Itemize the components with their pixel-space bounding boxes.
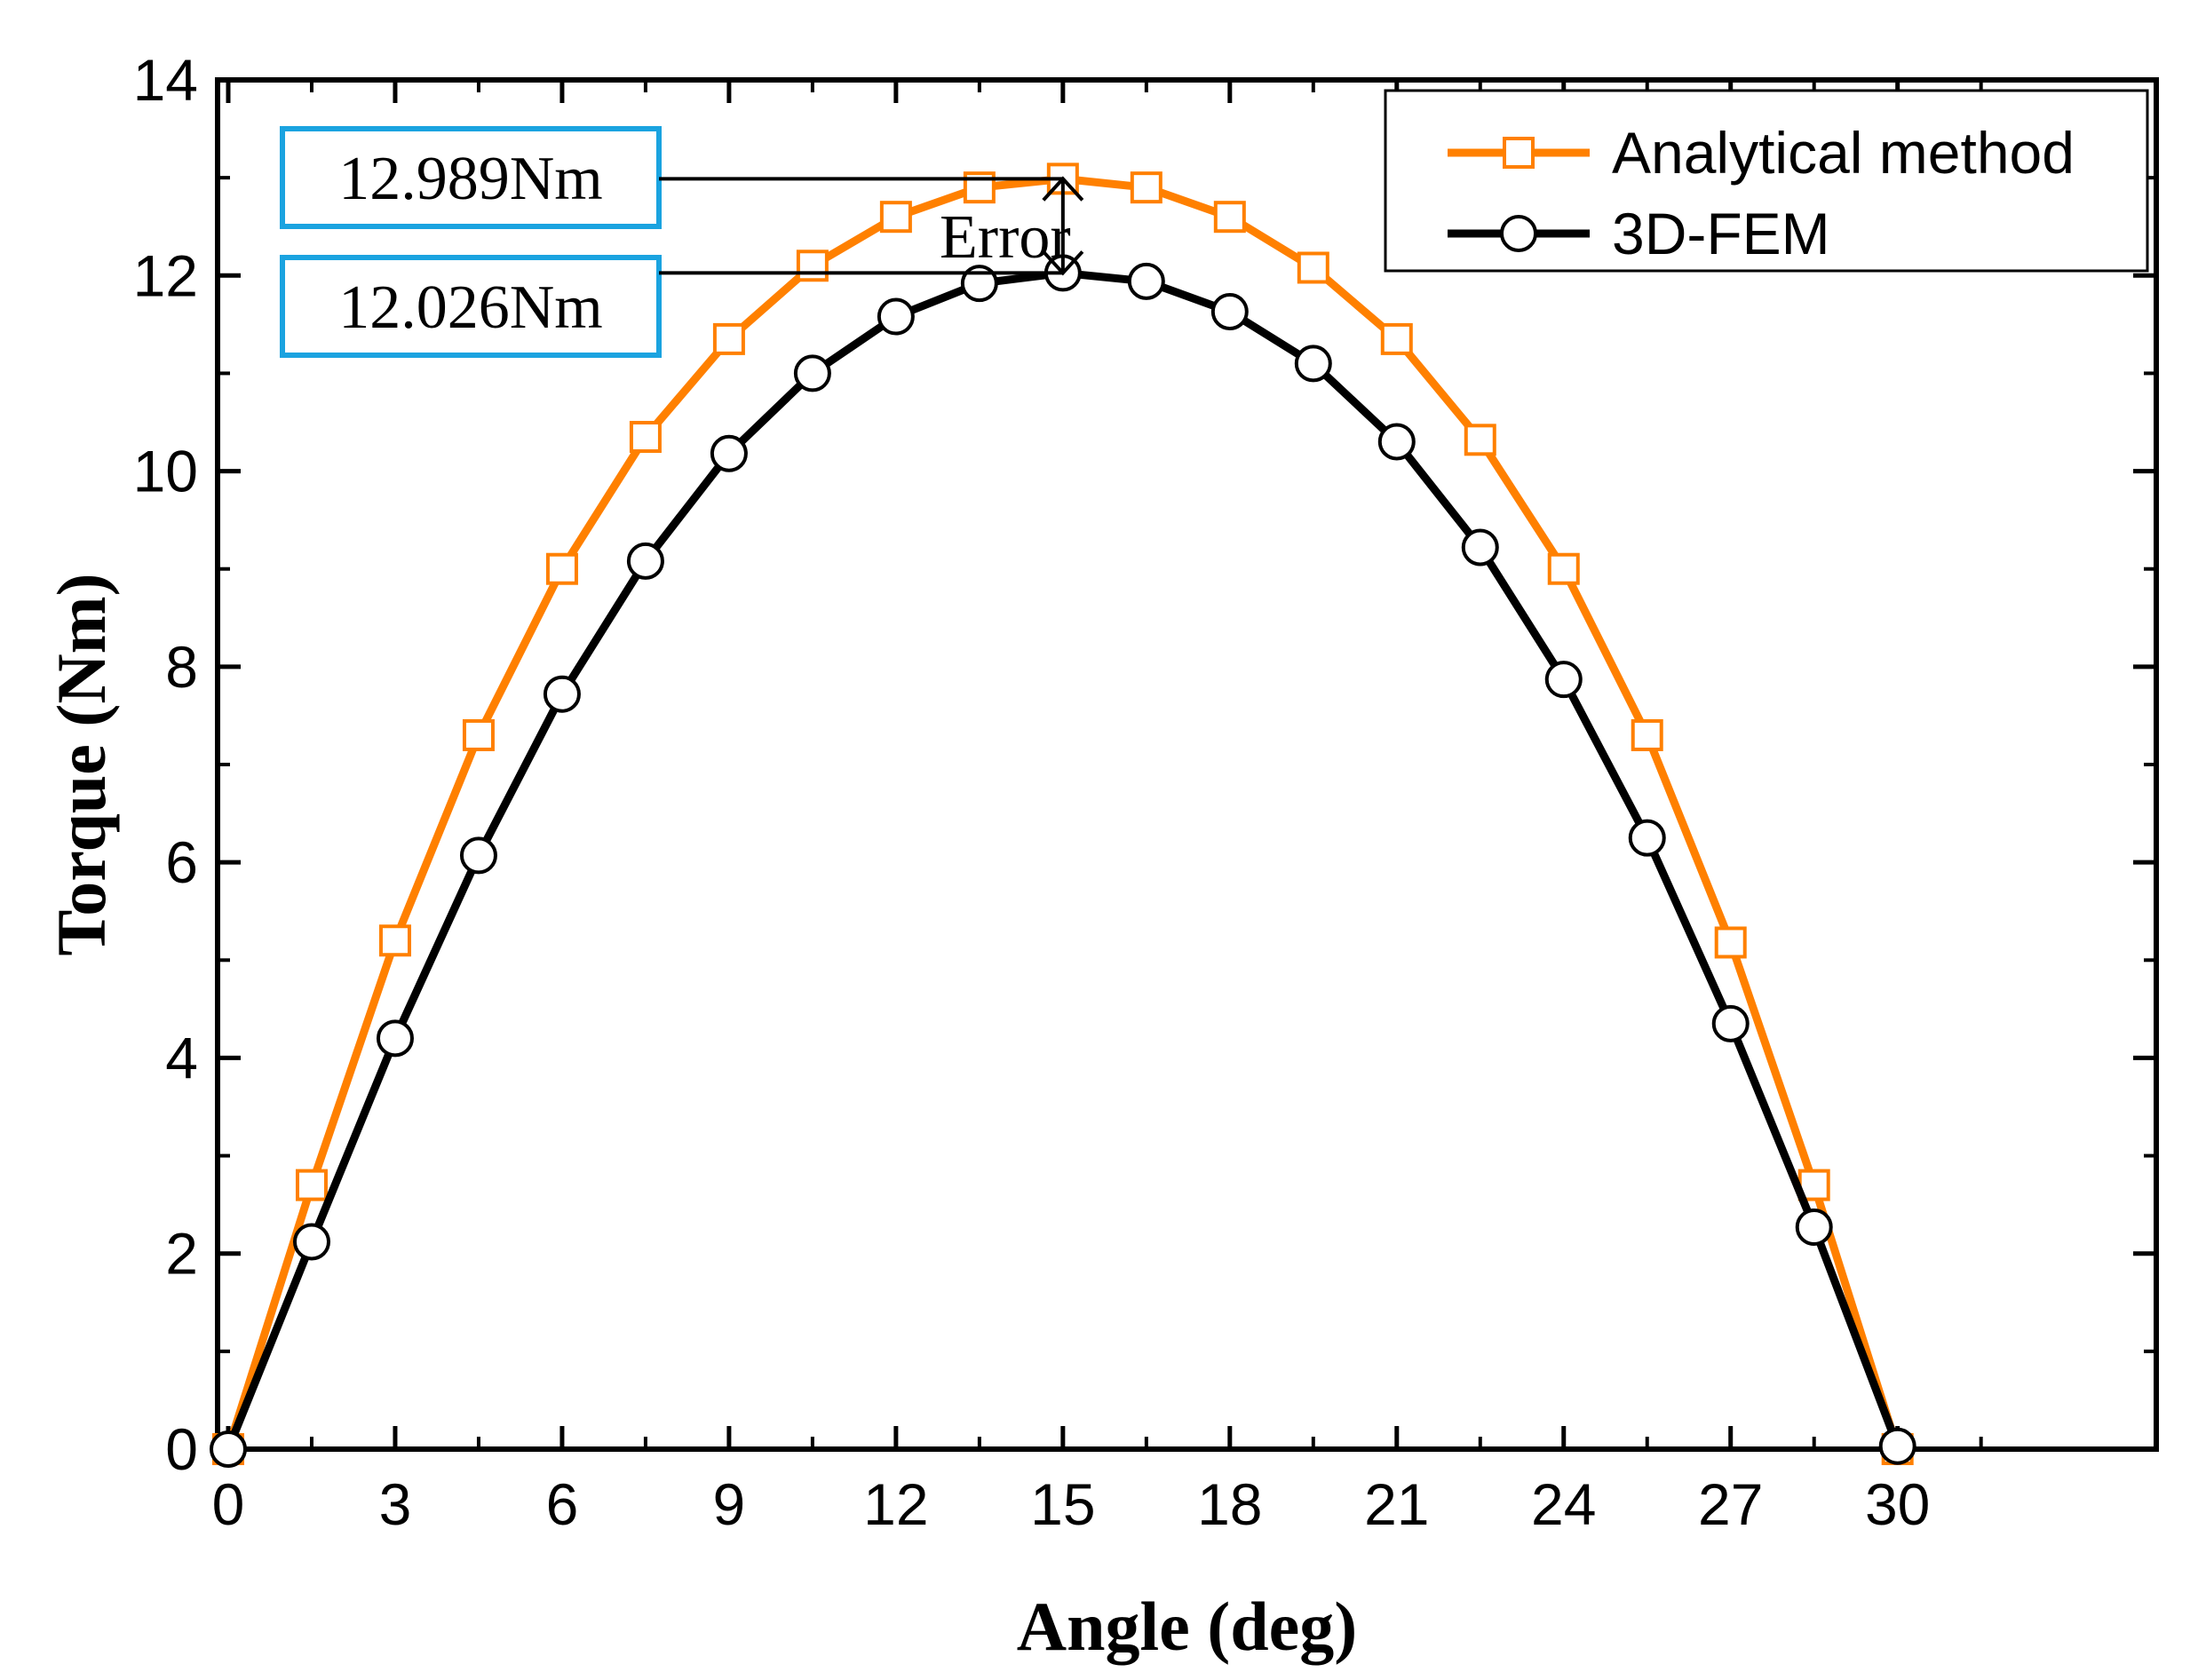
analytical-point bbox=[1464, 424, 1496, 456]
analytical-point bbox=[629, 421, 662, 454]
peak-annotations: 12.989Nm 12.026Nm Error bbox=[280, 126, 1084, 358]
fem-point bbox=[1628, 819, 1666, 857]
y-tick-label: 6 bbox=[165, 829, 198, 895]
fem-point bbox=[1377, 423, 1416, 461]
analytical-point bbox=[1130, 171, 1163, 204]
y-tick-label: 8 bbox=[165, 634, 198, 700]
x-tick-label: 15 bbox=[1030, 1471, 1095, 1537]
fem-point bbox=[1711, 1004, 1750, 1042]
analytical-point bbox=[1380, 322, 1413, 355]
fem-peak-box bbox=[280, 255, 662, 358]
error-arrow-head-up bbox=[1042, 176, 1084, 202]
legend-marker-fem bbox=[1500, 215, 1537, 252]
y-tick-label: 14 bbox=[133, 47, 198, 113]
x-tick-label: 6 bbox=[546, 1471, 579, 1537]
fem-point bbox=[1544, 661, 1583, 699]
analytical-point bbox=[712, 322, 745, 355]
y-tick-label: 2 bbox=[165, 1221, 198, 1287]
fem-point bbox=[459, 836, 497, 875]
x-axis-title: Angle (deg) bbox=[1017, 1588, 1357, 1665]
series-fem bbox=[210, 254, 1916, 1468]
analytical-line bbox=[224, 174, 1901, 1451]
fem-point bbox=[793, 354, 831, 392]
y-tick-label: 0 bbox=[165, 1416, 198, 1482]
fem-peak-label: 12.026Nm bbox=[338, 273, 603, 342]
legend-label-analytical: Analytical method bbox=[1612, 120, 2075, 186]
fem-point bbox=[1795, 1208, 1833, 1246]
x-tick-label: 18 bbox=[1197, 1471, 1262, 1537]
x-tick-label: 12 bbox=[863, 1471, 928, 1537]
analytical-point bbox=[545, 552, 578, 585]
fem-point bbox=[877, 297, 915, 336]
error-arrow-head-down bbox=[1042, 250, 1084, 276]
x-tick-label: 27 bbox=[1698, 1471, 1763, 1537]
analytical-point bbox=[1213, 201, 1246, 234]
analytical-point bbox=[462, 718, 495, 751]
plot-series bbox=[210, 162, 1916, 1468]
fem-point bbox=[1294, 345, 1332, 383]
x-tick-label: 21 bbox=[1364, 1471, 1429, 1537]
legend-marker-analytical bbox=[1503, 137, 1535, 169]
analytical-point bbox=[378, 924, 411, 957]
legend-label-fem: 3D-FEM bbox=[1612, 201, 1830, 266]
analytical-point bbox=[1714, 926, 1747, 959]
analytical-point bbox=[295, 1169, 328, 1201]
fem-point bbox=[292, 1223, 330, 1261]
fem-point bbox=[1461, 528, 1499, 567]
analytical-peak-label: 12.989Nm bbox=[338, 145, 603, 213]
fem-point bbox=[1210, 293, 1249, 331]
y-axis-title: Torque (Nm) bbox=[43, 573, 120, 955]
x-tick-label: 9 bbox=[713, 1471, 746, 1537]
error-label: Error bbox=[940, 203, 1071, 272]
fem-point bbox=[1127, 262, 1165, 300]
x-tick-label: 30 bbox=[1865, 1471, 1930, 1537]
analytical-point bbox=[796, 250, 829, 282]
legend: Analytical method 3D-FEM bbox=[1384, 89, 2149, 273]
fem-point bbox=[376, 1019, 414, 1058]
x-tick-label: 3 bbox=[379, 1471, 412, 1537]
analytical-point bbox=[1297, 251, 1329, 284]
y-tick-label: 12 bbox=[133, 242, 198, 308]
analytical-point bbox=[1631, 718, 1663, 751]
y-tick-label: 4 bbox=[165, 1025, 198, 1090]
fem-point bbox=[626, 542, 664, 580]
analytical-point bbox=[879, 201, 912, 234]
fem-point bbox=[1878, 1427, 1916, 1465]
x-tick-label: 24 bbox=[1531, 1471, 1596, 1537]
analytical-point bbox=[1547, 552, 1580, 585]
y-tick-label: 10 bbox=[133, 439, 198, 504]
fem-point bbox=[543, 675, 581, 713]
fem-point bbox=[210, 1430, 247, 1468]
series-analytical bbox=[212, 162, 1914, 1465]
fem-point bbox=[710, 434, 748, 472]
x-tick-label: 0 bbox=[212, 1471, 245, 1537]
fem-point bbox=[960, 265, 998, 303]
